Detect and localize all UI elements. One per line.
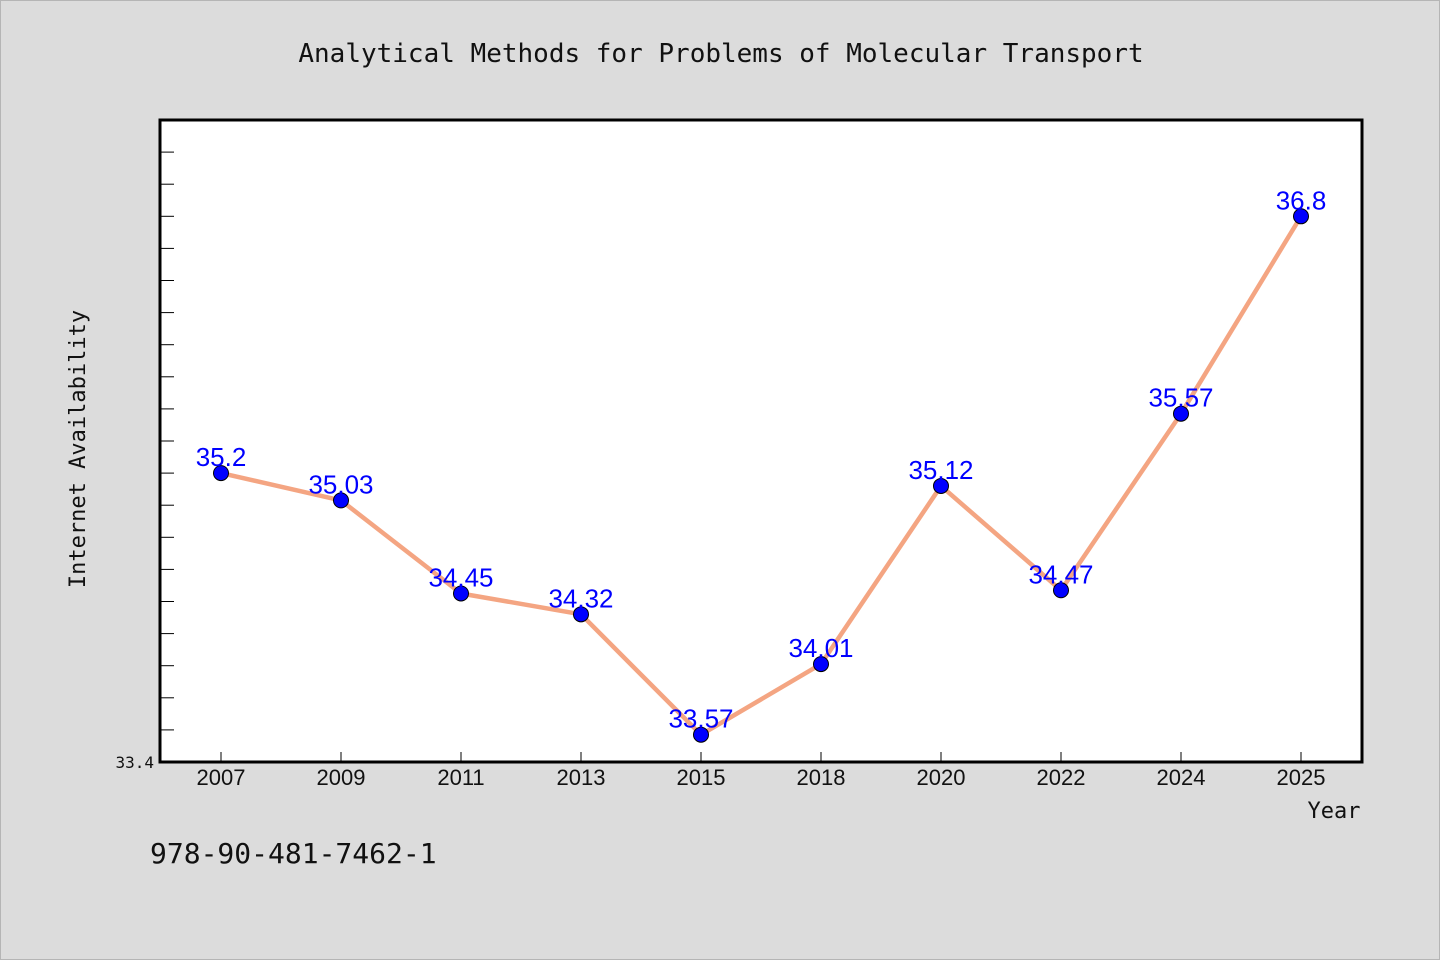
x-tick-label: 2022: [1037, 765, 1086, 790]
data-label: 35.03: [308, 469, 373, 499]
x-tick-label: 2024: [1157, 765, 1206, 790]
data-point: [573, 606, 589, 623]
data-label-group: 35.2 35.03 34.45 34.32 33.57 34.01 35.12 34.47 3…: [196, 185, 1327, 733]
data-point: [933, 477, 949, 494]
data-point: [453, 585, 469, 602]
x-tick-label: 2009: [317, 765, 366, 790]
plot-area: [158, 118, 1364, 764]
data-label: 34.45: [428, 562, 493, 592]
series-line-group: [218, 214, 1304, 737]
data-label: 33.57: [668, 704, 733, 734]
x-tick-label: 2015: [677, 765, 726, 790]
chart-title: Analytical Methods for Problems of Molec…: [298, 39, 1143, 69]
y-tick-label: 33.4: [115, 753, 154, 772]
x-tick-label: 2007: [197, 765, 246, 790]
data-label: 35.57: [1148, 383, 1213, 413]
x-tick-label: 2020: [917, 765, 966, 790]
marker-group: [213, 208, 1309, 743]
series-line: [218, 214, 1304, 737]
data-label: 34.01: [788, 633, 853, 663]
x-tick-label: 2013: [557, 765, 606, 790]
x-tick-label: 2025: [1277, 765, 1326, 790]
data-point: [1173, 405, 1189, 422]
data-label: 35.12: [908, 455, 973, 485]
data-point: [333, 492, 349, 509]
data-point: [813, 656, 829, 673]
data-point: [213, 465, 229, 482]
x-tick-label: 2018: [797, 765, 846, 790]
y-axis-label: Internet Availability: [66, 310, 91, 588]
y-axis-ticks: 33.4: [115, 119, 174, 772]
x-axis-ticks: 2007 2009 2011 2013 2015 2018 2020 2022 2024 2025: [197, 752, 1326, 790]
data-label: 36.8: [1276, 185, 1327, 215]
data-label: 35.2: [196, 442, 247, 472]
data-point: [693, 726, 709, 743]
data-label: 34.32: [548, 583, 613, 613]
data-label: 34.47: [1028, 559, 1093, 589]
x-axis-label: Year: [1308, 799, 1361, 824]
data-point: [1293, 208, 1309, 225]
data-point: [1053, 582, 1069, 599]
isbn-text: 978-90-481-7462-1: [150, 837, 437, 870]
x-tick-label: 2011: [437, 765, 484, 790]
